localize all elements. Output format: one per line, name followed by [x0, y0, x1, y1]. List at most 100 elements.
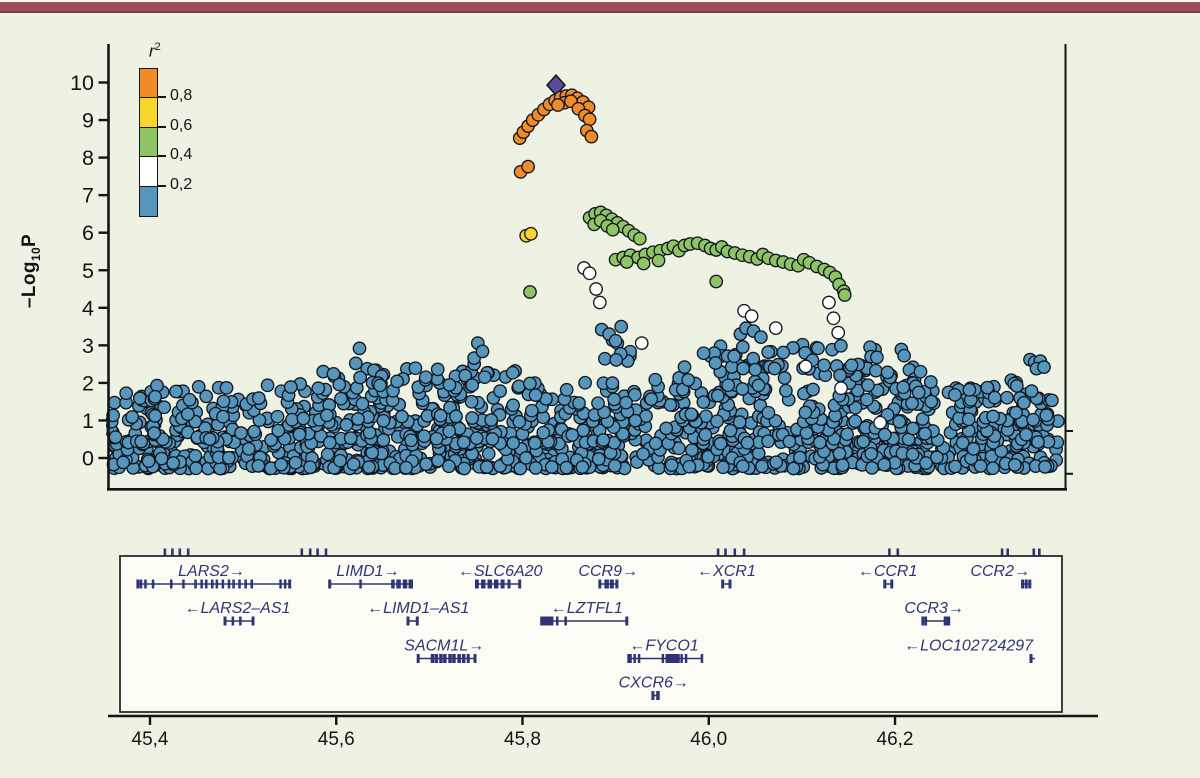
- snp-point: [721, 378, 736, 393]
- y-tick-label: 1: [82, 409, 94, 433]
- snp-point: [271, 423, 286, 438]
- snp-point: [605, 376, 620, 390]
- snp-point: [696, 395, 711, 409]
- gene-label: CCR2→: [970, 563, 1030, 580]
- snp-point: [442, 459, 456, 474]
- gene-exon: [457, 654, 461, 663]
- legend-tick: [158, 184, 166, 187]
- snp-point: [831, 325, 846, 340]
- gene-exon: [170, 579, 173, 589]
- snp-point: [477, 370, 492, 385]
- gene-label: SACM1L→: [404, 638, 484, 655]
- snp-point: [986, 409, 1000, 424]
- snp-point: [948, 459, 962, 474]
- snp-point: [519, 451, 533, 465]
- snp-point: [634, 336, 649, 350]
- snp-point: [536, 425, 551, 440]
- snp-point: [748, 362, 763, 377]
- snp-point: [362, 460, 376, 474]
- snp-point: [768, 321, 783, 335]
- gene-exon: [474, 579, 479, 589]
- snp-point: [793, 450, 807, 465]
- snp-point: [465, 378, 480, 393]
- legend-swatch-r2-0.8-1.0: [139, 68, 158, 99]
- snp-point: [511, 379, 526, 394]
- snp-point: [923, 375, 938, 389]
- snp-point: [216, 394, 231, 409]
- gene-exon: [231, 616, 235, 626]
- snp-point: [648, 372, 663, 387]
- snp-point: [528, 436, 542, 451]
- gene-exon: [518, 579, 522, 589]
- snp-point: [799, 426, 814, 440]
- gene-label: ←CCR1: [858, 563, 918, 580]
- snp-point: [430, 362, 445, 377]
- gene-exon: [402, 579, 408, 589]
- snp-point: [973, 459, 988, 473]
- y-tick-label: 7: [82, 184, 94, 208]
- gene-exon: [434, 654, 439, 663]
- snp-point: [353, 370, 367, 385]
- gene-exon: [637, 654, 641, 663]
- gene-label: CCR3→: [904, 600, 964, 617]
- gene-exon: [544, 616, 550, 626]
- snp-point: [270, 409, 285, 424]
- snp-point: [119, 386, 134, 401]
- clipped-gene-mark: [1032, 548, 1036, 557]
- snp-point: [919, 456, 933, 470]
- snp-point: [234, 426, 248, 440]
- snp-point: [813, 435, 827, 450]
- snp-point: [817, 358, 831, 373]
- snp-point: [133, 391, 147, 406]
- snp-point: [987, 390, 1002, 405]
- clipped-gene-mark: [300, 548, 304, 557]
- snp-point: [191, 380, 206, 394]
- gene-label: ←LOC102724297: [904, 638, 1034, 655]
- snp-point: [713, 436, 728, 451]
- snp-point: [591, 396, 605, 411]
- snp-point: [608, 333, 623, 348]
- gene-exon: [672, 654, 677, 663]
- snp-point: [288, 455, 303, 470]
- snp-point: [632, 231, 647, 246]
- snp-point: [182, 392, 197, 407]
- snp-point: [303, 460, 317, 475]
- snp-point: [449, 409, 463, 424]
- gene-exon: [507, 579, 511, 589]
- snp-point: [188, 449, 203, 463]
- snp-point: [826, 311, 841, 326]
- snp-point: [134, 434, 149, 449]
- gene-exon: [883, 579, 887, 589]
- snp-point: [930, 450, 944, 465]
- snp-point: [740, 435, 755, 450]
- snp-point: [582, 112, 597, 127]
- snp-point: [708, 356, 723, 370]
- snp-point: [565, 428, 580, 442]
- snp-point: [735, 459, 750, 474]
- clipped-gene-mark: [733, 548, 737, 557]
- snp-point: [723, 423, 738, 438]
- gene-exon: [443, 654, 447, 663]
- snp-point: [189, 461, 203, 476]
- snp-point: [465, 411, 479, 425]
- snp-point: [962, 382, 977, 397]
- snp-point: [395, 409, 409, 424]
- snp-point: [1009, 405, 1023, 420]
- gene-label: ←LZTFL1: [551, 600, 623, 617]
- snp-point: [222, 450, 236, 465]
- snp-point: [376, 413, 391, 428]
- snp-point: [966, 442, 981, 456]
- snp-point: [332, 377, 347, 392]
- snp-point: [247, 424, 261, 439]
- snp-point: [880, 365, 895, 380]
- snp-point: [918, 426, 932, 441]
- gene-exon: [890, 579, 894, 589]
- snp-point: [751, 378, 766, 393]
- snp-point: [559, 460, 574, 475]
- gene-exon: [625, 616, 629, 626]
- snp-point: [710, 388, 725, 403]
- gene-exon: [396, 579, 401, 589]
- snp-point: [199, 389, 214, 404]
